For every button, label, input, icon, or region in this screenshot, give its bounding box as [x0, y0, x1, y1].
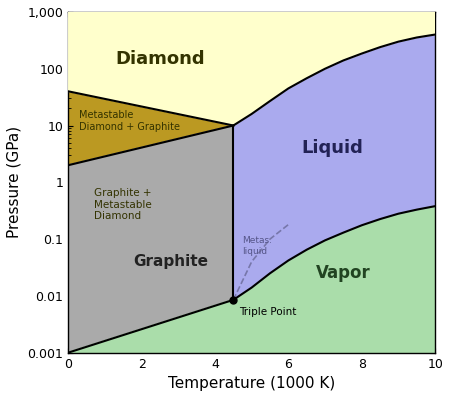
Text: Graphite: Graphite [134, 254, 208, 269]
Polygon shape [68, 91, 234, 353]
X-axis label: Temperature (1000 K): Temperature (1000 K) [168, 376, 335, 391]
Text: Graphite +
Metastable
Diamond: Graphite + Metastable Diamond [94, 188, 152, 222]
Polygon shape [68, 125, 234, 353]
Text: Triple Point: Triple Point [239, 306, 296, 316]
Polygon shape [68, 125, 234, 353]
Y-axis label: Pressure (GPa): Pressure (GPa) [7, 126, 22, 238]
Polygon shape [68, 206, 435, 353]
Text: Liquid: Liquid [302, 139, 363, 157]
Text: Vapor: Vapor [316, 264, 371, 282]
Text: Diamond: Diamond [115, 50, 205, 68]
Polygon shape [234, 35, 435, 300]
Text: Metastable
Diamond + Graphite: Metastable Diamond + Graphite [79, 110, 180, 132]
Polygon shape [68, 12, 435, 125]
Text: Metas.
liquid: Metas. liquid [243, 236, 273, 256]
